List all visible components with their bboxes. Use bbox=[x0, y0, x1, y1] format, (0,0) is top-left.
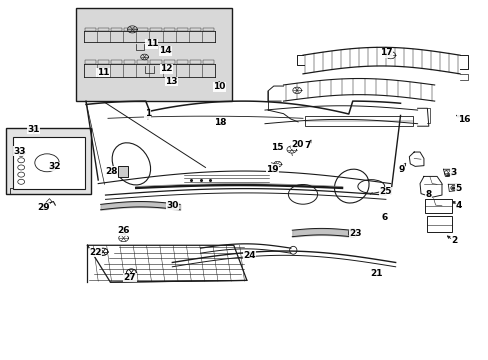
Text: 10: 10 bbox=[212, 82, 225, 91]
Bar bbox=[424, 199, 451, 213]
Text: 19: 19 bbox=[266, 165, 279, 174]
Bar bbox=[111, 28, 122, 31]
Bar bbox=[427, 216, 451, 232]
Text: 18: 18 bbox=[213, 118, 226, 127]
Text: 22: 22 bbox=[89, 248, 102, 257]
Text: 11: 11 bbox=[145, 39, 158, 48]
Bar bbox=[203, 28, 214, 31]
Bar bbox=[84, 60, 96, 64]
Bar bbox=[189, 28, 201, 31]
Bar bbox=[98, 28, 109, 31]
Bar bbox=[118, 166, 128, 177]
Text: 32: 32 bbox=[48, 162, 61, 171]
Text: 24: 24 bbox=[243, 251, 255, 260]
Text: 30: 30 bbox=[166, 201, 178, 210]
Text: 6: 6 bbox=[381, 213, 387, 222]
Text: 15: 15 bbox=[271, 143, 284, 152]
Bar bbox=[203, 60, 214, 64]
Text: 4: 4 bbox=[455, 201, 461, 210]
Text: 31: 31 bbox=[27, 125, 40, 134]
Text: 14: 14 bbox=[159, 46, 171, 55]
Bar bbox=[176, 60, 187, 64]
Text: 2: 2 bbox=[450, 237, 456, 246]
Text: 13: 13 bbox=[165, 77, 177, 86]
Bar bbox=[163, 28, 174, 31]
Text: 11: 11 bbox=[97, 68, 109, 77]
Bar bbox=[137, 60, 148, 64]
Bar bbox=[5, 128, 91, 194]
Bar bbox=[111, 60, 122, 64]
Bar bbox=[150, 60, 161, 64]
Text: 28: 28 bbox=[105, 167, 118, 176]
Text: 1: 1 bbox=[144, 109, 151, 118]
Text: 3: 3 bbox=[449, 168, 455, 177]
Text: 27: 27 bbox=[123, 273, 136, 282]
Text: 8: 8 bbox=[425, 190, 431, 199]
Text: 29: 29 bbox=[37, 203, 50, 212]
Text: 33: 33 bbox=[13, 147, 25, 156]
Text: 7: 7 bbox=[304, 141, 310, 150]
Bar bbox=[150, 28, 161, 31]
Text: 20: 20 bbox=[290, 140, 303, 149]
Bar bbox=[305, 116, 412, 126]
Text: 25: 25 bbox=[379, 187, 391, 196]
Text: 16: 16 bbox=[457, 114, 469, 123]
Bar bbox=[76, 8, 232, 101]
Bar bbox=[176, 28, 187, 31]
Bar bbox=[163, 60, 174, 64]
Bar bbox=[124, 60, 135, 64]
Text: 9: 9 bbox=[398, 165, 404, 174]
Bar bbox=[189, 60, 201, 64]
Text: 26: 26 bbox=[117, 226, 129, 235]
Text: 23: 23 bbox=[349, 229, 361, 238]
Text: 21: 21 bbox=[369, 269, 382, 278]
Text: 17: 17 bbox=[379, 48, 391, 57]
Text: 12: 12 bbox=[160, 64, 172, 73]
Bar bbox=[13, 136, 85, 189]
Bar bbox=[84, 28, 96, 31]
Bar bbox=[98, 60, 109, 64]
Bar bbox=[124, 28, 135, 31]
Bar bbox=[137, 28, 148, 31]
Text: 5: 5 bbox=[454, 184, 460, 193]
